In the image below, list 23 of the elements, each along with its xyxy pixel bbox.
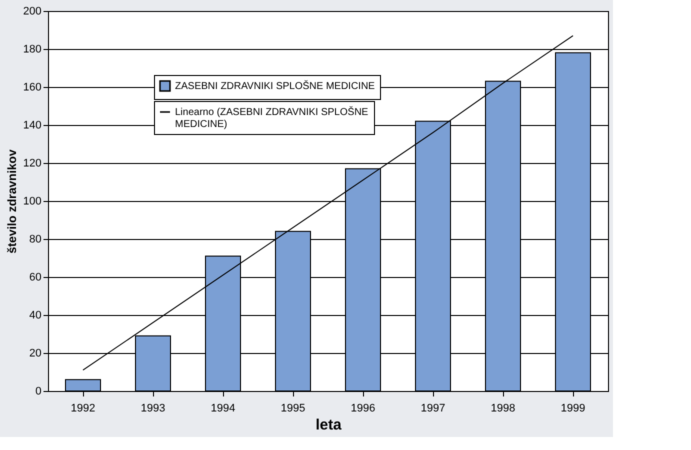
x-tick-label: 1993 — [140, 402, 166, 414]
x-tick-label: 1998 — [490, 402, 516, 414]
x-tick-label: 1994 — [210, 402, 236, 414]
x-tick-label: 1999 — [560, 402, 586, 414]
y-tick-label: 60 — [29, 272, 42, 284]
y-tick-label: 100 — [23, 196, 42, 208]
y-tick-label: 20 — [29, 348, 42, 360]
y-tick-label: 120 — [23, 158, 42, 170]
legend-label: Linearno (ZASEBNI ZDRAVNIKI SPLOŠNE MEDICINE) — [175, 106, 369, 130]
y-tick-label: 80 — [29, 234, 42, 246]
y-tick-label: 0 — [35, 386, 42, 398]
y-axis-title: število zdravnikov — [5, 149, 20, 254]
y-tick-label: 200 — [23, 6, 42, 18]
x-tick-label: 1995 — [280, 402, 306, 414]
y-tick-label: 140 — [23, 120, 42, 132]
y-tick-label: 180 — [23, 44, 42, 56]
x-tick-label: 1996 — [350, 402, 376, 414]
y-tick-label: 40 — [29, 310, 42, 322]
x-axis-title: leta — [316, 416, 342, 434]
x-tick-label: 1997 — [420, 402, 446, 414]
legend-label: ZASEBNI ZDRAVNIKI SPLOŠNE MEDICINE — [175, 80, 376, 92]
x-tick-label: 1992 — [70, 402, 96, 414]
y-tick-label: 160 — [23, 82, 42, 94]
